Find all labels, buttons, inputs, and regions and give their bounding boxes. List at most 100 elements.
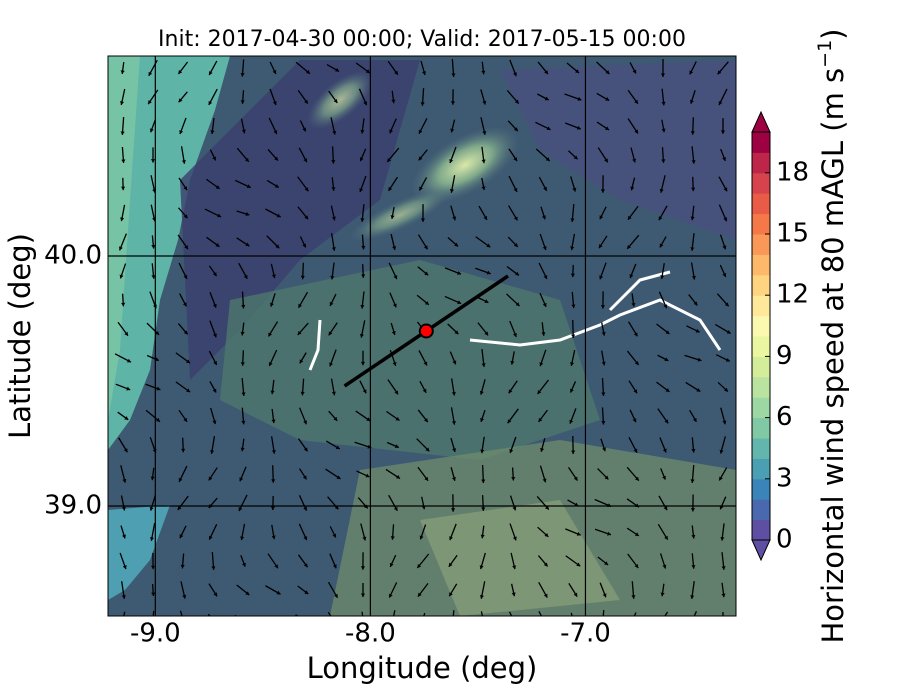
colorbar-tick-label: 3	[776, 463, 793, 493]
wind-arrow-head	[481, 159, 486, 164]
wind-arrow-head	[449, 189, 455, 193]
wind-arrow-head	[390, 536, 395, 540]
wind-arrow-head	[574, 502, 579, 507]
wind-arrow-head	[631, 302, 636, 307]
wind-arrow-head	[513, 243, 518, 247]
wind-arrow-head	[570, 362, 575, 366]
wind-arrow-head	[333, 416, 338, 421]
wind-arrow-head	[271, 535, 276, 540]
wind-arrow-head	[544, 623, 548, 627]
wind-arrow-head	[334, 622, 338, 626]
wind-arrow-head	[330, 275, 335, 280]
wind-arrow-head	[177, 505, 182, 510]
wind-arrow-head	[632, 158, 637, 163]
wind-arrow-head	[511, 592, 516, 597]
colorbar-label-text: Horizontal wind speed at 80 mAGL (m s	[816, 68, 850, 644]
wind-arrow-head	[362, 536, 367, 541]
wind-arrow-head	[513, 72, 517, 77]
wind-arrow-head	[544, 96, 549, 101]
wind-arrow-head	[214, 620, 218, 624]
wind-arrow-head	[629, 274, 634, 279]
wind-arrow-head	[240, 362, 245, 366]
wind-arrow-head	[270, 390, 275, 395]
wind-arrow-head	[183, 186, 188, 191]
wind-arrow-head	[365, 473, 370, 478]
wind-arrow-head	[182, 302, 187, 307]
wind-arrow-head	[570, 246, 575, 251]
wind-arrow-head	[212, 272, 217, 277]
wind-arrow-head	[572, 187, 577, 192]
wind-arrow-head	[391, 99, 396, 104]
wind-arrow-head	[149, 537, 155, 541]
wind-arrow-head	[360, 593, 366, 597]
wind-arrow	[633, 612, 637, 616]
wind-arrow-head	[719, 476, 723, 481]
wind-arrow-head	[664, 535, 668, 540]
colorbar-extend-low	[751, 539, 771, 562]
wind-arrow-head	[303, 536, 308, 541]
wind-arrow-head	[245, 242, 250, 247]
x-tick-label: -9.0	[130, 619, 181, 649]
wind-arrow	[152, 610, 155, 616]
wind-arrow-head	[217, 213, 222, 218]
wind-arrow-head	[241, 304, 246, 309]
wind-arrow-head	[302, 127, 307, 132]
wind-arrow-head	[541, 332, 546, 336]
wind-arrow-head	[151, 275, 156, 279]
wind-arrow-head	[389, 562, 394, 567]
wind-arrow-head	[303, 158, 308, 163]
wind-arrow-head	[210, 450, 215, 454]
wind-arrow-head	[543, 275, 548, 280]
wind-arrow-head	[514, 99, 519, 104]
wind-arrow-head	[424, 418, 428, 423]
wind-arrow-head	[513, 157, 518, 162]
wind-arrow-head	[662, 564, 667, 569]
wind-arrow-head	[268, 332, 273, 337]
wind-arrow-head	[449, 536, 453, 541]
wind-arrow-head	[479, 595, 484, 599]
wind-arrow-head	[543, 593, 548, 598]
wind-arrow-head	[297, 331, 302, 335]
wind-arrow-head	[389, 129, 394, 134]
wind-arrow-head	[634, 360, 639, 365]
colorbar-bin	[752, 478, 770, 500]
wind-arrow-head	[240, 331, 245, 336]
wind-arrow-head	[451, 508, 456, 512]
wind-arrow-head	[420, 218, 426, 222]
wind-arrow-head	[122, 565, 127, 570]
wind-arrow-head	[513, 332, 517, 337]
wind-arrow-head	[479, 565, 484, 570]
wind-arrow-head	[631, 595, 636, 599]
wind-arrow-head	[479, 390, 484, 395]
wind-arrow	[327, 611, 332, 616]
wind-arrow-head	[545, 157, 550, 161]
wind-arrow-head	[661, 128, 666, 133]
wind-arrow-head	[599, 275, 604, 280]
wind-arrow-head	[484, 299, 489, 303]
wind-arrow-head	[303, 447, 308, 452]
wind-arrow-head	[605, 97, 610, 101]
colorbar-bin	[752, 438, 770, 459]
colorbar-bin	[752, 274, 770, 296]
map-field	[108, 56, 736, 627]
wind-arrow-head	[689, 99, 694, 104]
wind-arrow-head	[331, 187, 336, 191]
wind-arrow-head	[569, 419, 574, 424]
wind-arrow-head	[659, 188, 664, 193]
wind-arrow-head	[268, 362, 273, 367]
wind-arrow-head	[334, 593, 338, 598]
breeze-zone	[420, 500, 620, 616]
wind-arrow-head	[660, 73, 666, 77]
wind-arrow-head	[483, 215, 488, 220]
wind-arrow-head	[298, 303, 303, 308]
wind-arrow-head	[509, 449, 514, 453]
wind-arrow-head	[721, 566, 726, 570]
wind-arrow-head	[149, 128, 154, 133]
wind-arrow-head	[661, 159, 666, 163]
wind-arrow-head	[724, 302, 729, 307]
wind-arrow-head	[276, 213, 281, 218]
wind-arrow-head	[336, 475, 341, 479]
wind-arrow-head	[449, 592, 453, 597]
wind-arrow-head	[208, 535, 213, 540]
wind-arrow-head	[271, 449, 276, 454]
